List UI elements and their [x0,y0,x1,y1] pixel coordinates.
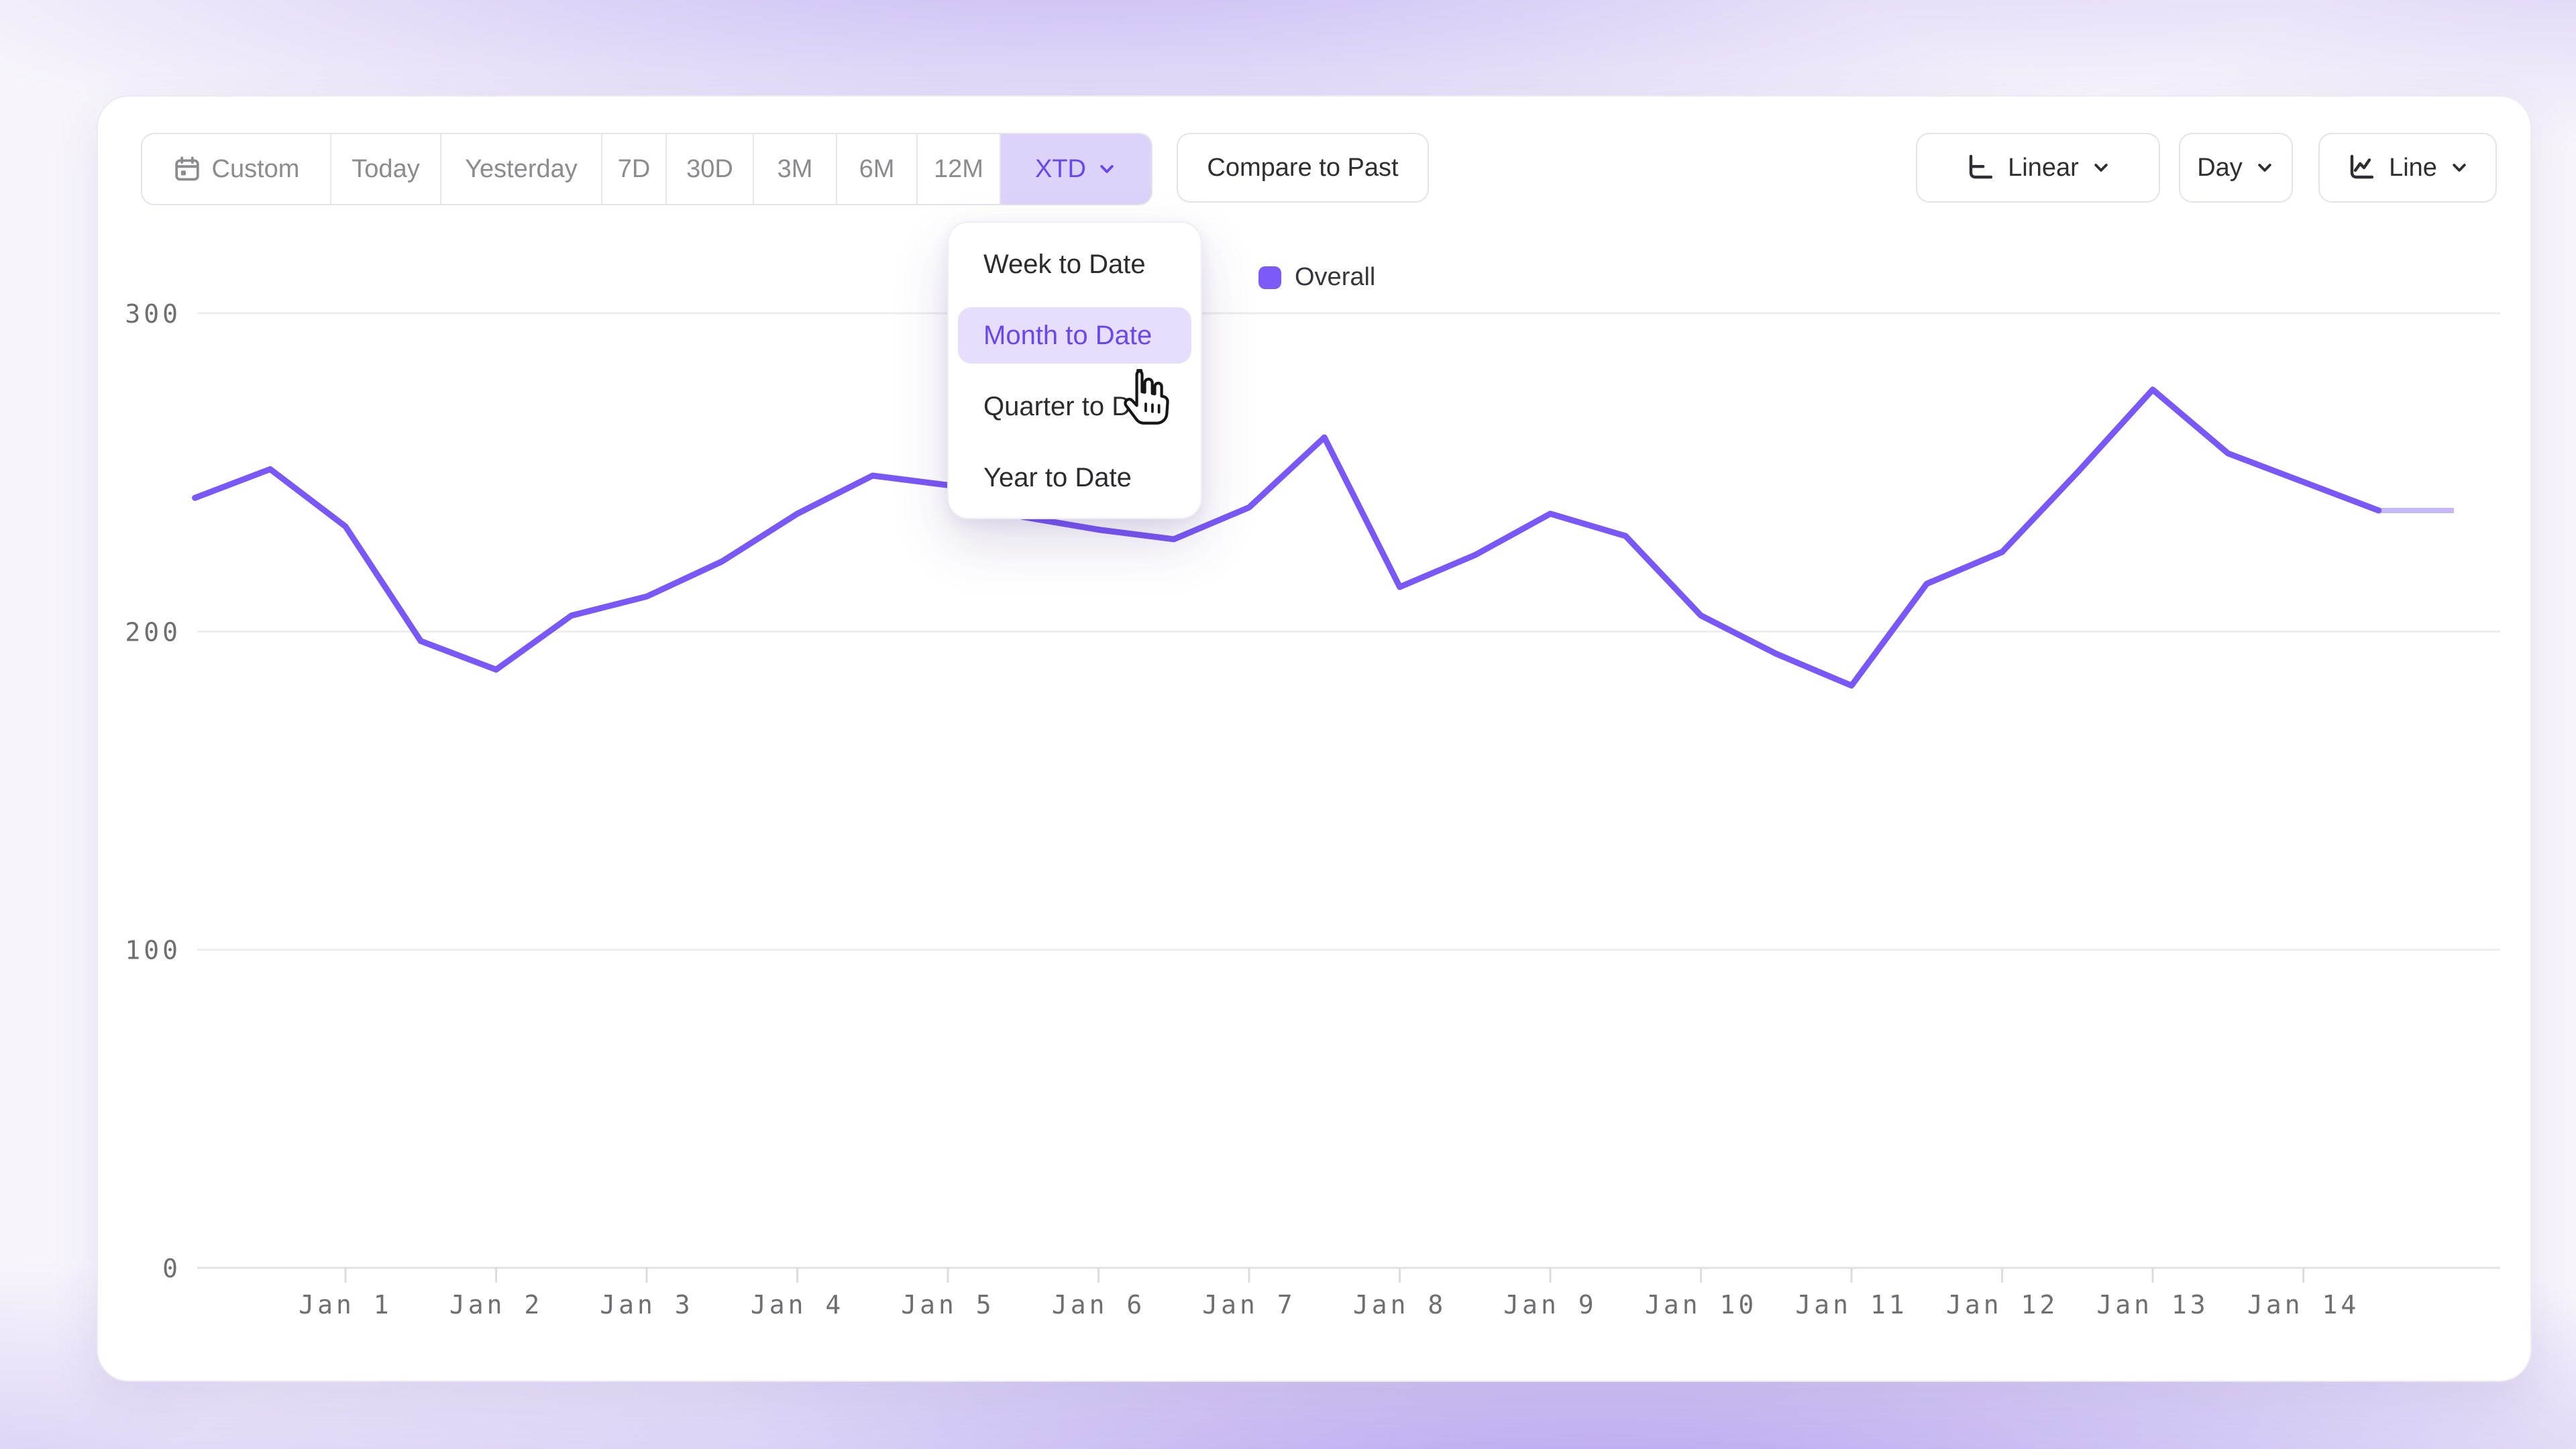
svg-text:Jan 11: Jan 11 [1795,1290,1907,1320]
svg-text:Jan 3: Jan 3 [600,1290,693,1320]
toolbar: Custom Today Yesterday 7D 30D 3M 6M 12M … [98,133,2530,205]
calendar-icon [174,156,199,181]
svg-text:Jan 10: Jan 10 [1645,1290,1757,1320]
xtd-dropdown-menu: Week to Date Month to Date Quarter to Da… [947,221,1202,519]
legend: Overall [1258,263,1375,292]
range-button-label: 7D [617,154,651,183]
svg-text:Jan 9: Jan 9 [1503,1290,1597,1320]
date-range-group: Custom Today Yesterday 7D 30D 3M 6M 12M … [141,133,1152,205]
chart-canvas: 0 100 200 300 Jan 1 Jan 2 Jan 3 Jan 4 Jan 5 Jan 6… [125,299,2500,1320]
menu-item-quarter-to-date[interactable]: Quarter to Date [958,378,1191,435]
linear-scale-icon [1969,154,1993,179]
legend-label: Overall [1295,263,1376,291]
legend-swatch-icon [1258,266,1281,289]
svg-text:Jan 6: Jan 6 [1052,1290,1145,1320]
menu-item-month-to-date[interactable]: Month to Date [958,307,1191,364]
svg-text:Jan 5: Jan 5 [901,1290,994,1320]
svg-text:Jan 12: Jan 12 [1946,1290,2058,1320]
compare-to-past-label: Compare to Past [1207,153,1399,182]
svg-text:Jan 1: Jan 1 [299,1290,392,1320]
svg-text:Jan 8: Jan 8 [1353,1290,1446,1320]
chevron-down-icon [2258,164,2271,172]
granularity-select-label: Day [2197,153,2243,182]
svg-text:Jan 4: Jan 4 [751,1290,844,1320]
range-button-label: 30D [686,154,733,183]
chevron-down-icon [1100,165,1114,173]
range-button-12m[interactable]: 12M [918,134,1001,204]
menu-item-year-to-date[interactable]: Year to Date [958,449,1191,506]
scale-select-label: Linear [2008,153,2079,182]
chevron-down-icon [2094,164,2108,172]
range-button-custom[interactable]: Custom [142,134,331,204]
svg-text:100: 100 [125,936,181,965]
range-button-xtd[interactable]: XTD [1001,134,1151,204]
range-button-label: Today [352,154,420,183]
svg-text:Jan 13: Jan 13 [2096,1290,2208,1320]
range-button-label: 12M [934,154,983,183]
range-button-label: Yesterday [465,154,578,183]
range-button-6m[interactable]: 6M [837,134,918,204]
svg-text:300: 300 [125,299,181,329]
svg-text:200: 200 [125,617,181,647]
scale-select-button[interactable]: Linear [1916,133,2160,203]
range-button-label: 3M [777,154,813,183]
range-button-30d[interactable]: 30D [667,134,754,204]
svg-text:Jan 7: Jan 7 [1202,1290,1295,1320]
line-chart-icon [2350,154,2374,179]
range-button-label: Custom [211,154,300,183]
granularity-select-button[interactable]: Day [2179,133,2293,203]
range-button-label: XTD [1035,154,1086,183]
compare-to-past-button[interactable]: Compare to Past [1177,133,1429,203]
range-button-yesterday[interactable]: Yesterday [441,134,602,204]
svg-text:Jan 14: Jan 14 [2247,1290,2359,1320]
menu-item-label: Year to Date [983,462,1132,492]
range-button-3m[interactable]: 3M [754,134,837,204]
svg-text:Jan 2: Jan 2 [449,1290,543,1320]
chart-card: 0 100 200 300 Jan 1 Jan 2 Jan 3 Jan 4 Jan 5 Jan 6… [97,95,2532,1382]
range-button-7d[interactable]: 7D [602,134,667,204]
chart-type-select-button[interactable]: Line [2318,133,2497,203]
menu-item-week-to-date[interactable]: Week to Date [958,236,1191,292]
chart-type-select-label: Line [2389,153,2437,182]
menu-item-label: Week to Date [983,249,1146,279]
chevron-down-icon [2453,164,2466,172]
range-button-label: 6M [859,154,895,183]
menu-item-label: Month to Date [983,320,1152,350]
range-button-today[interactable]: Today [331,134,441,204]
svg-text:0: 0 [162,1254,181,1283]
menu-item-label: Quarter to Date [983,391,1169,421]
